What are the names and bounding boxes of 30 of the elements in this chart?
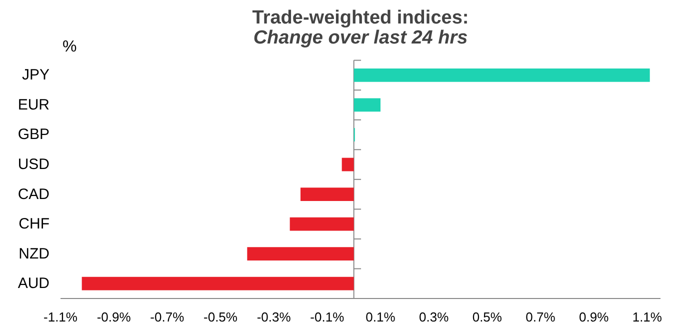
x-tick-label: -0.3% <box>256 310 292 324</box>
bar <box>290 217 354 231</box>
bar <box>82 276 354 290</box>
y-tick-label: CAD <box>18 186 50 203</box>
bar <box>354 68 650 82</box>
y-tick-label: GBP <box>18 126 50 144</box>
x-tick-label: -0.5% <box>204 310 238 324</box>
bar <box>247 247 354 261</box>
x-tick-label: 0.1% <box>366 310 396 324</box>
y-tick-label: CHF <box>18 216 50 233</box>
x-tick-label: 0.9% <box>579 310 610 324</box>
x-tick-label: 0.3% <box>419 310 450 324</box>
bar <box>300 188 354 201</box>
x-tick-label: -0.9% <box>96 310 132 324</box>
chart-subtitle: Change over last 24 hrs <box>253 28 468 48</box>
bar <box>342 158 354 172</box>
text: % <box>62 38 77 56</box>
x-tick-label: -0.7% <box>150 310 185 324</box>
y-tick-label: AUD <box>18 275 50 292</box>
y-tick-label: EUR <box>18 96 50 114</box>
y-tick-label: USD <box>18 156 50 174</box>
x-tick-label: -0.1% <box>310 310 345 324</box>
y-tick-label: NZD <box>18 245 50 262</box>
x-tick-label: 1.1% <box>632 310 662 324</box>
x-tick-label: 0.5% <box>472 310 502 324</box>
x-tick-label: 0.7% <box>526 310 556 324</box>
chart-title: Trade-weighted indices: <box>252 8 469 28</box>
x-tick-label: -1.1% <box>44 310 78 324</box>
y-tick-label: JPY <box>22 66 50 84</box>
bar <box>354 98 380 112</box>
